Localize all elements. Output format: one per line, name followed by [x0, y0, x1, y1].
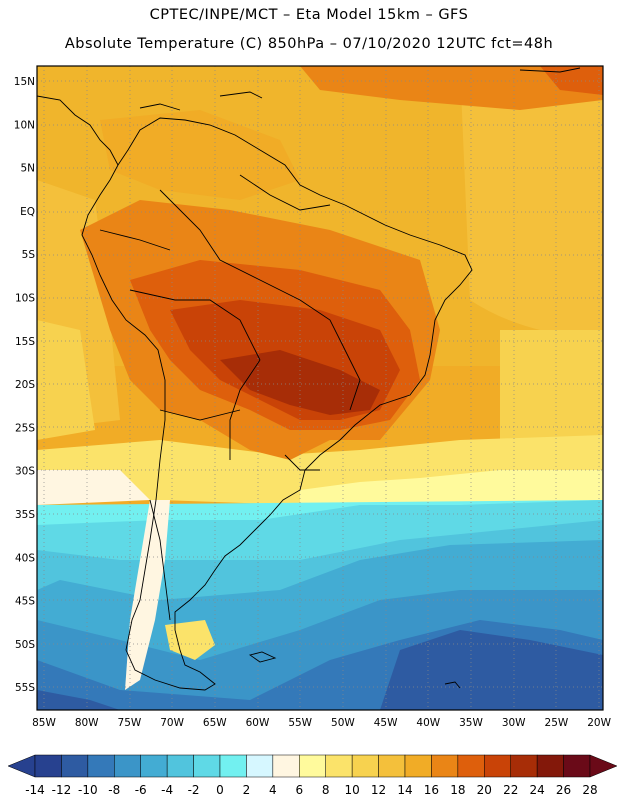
colorbar-label: -12 — [52, 783, 72, 797]
colorbar-swatch — [140, 754, 168, 778]
lat-label: EQ — [20, 206, 35, 218]
colorbar-label: -14 — [25, 783, 45, 797]
lon-label: 35W — [459, 717, 483, 729]
lon-label: 65W — [203, 717, 227, 729]
lon-label: 30W — [502, 717, 526, 729]
lat-label: 20S — [15, 379, 35, 391]
temperature-field — [37, 66, 603, 710]
lat-label: 5N — [20, 163, 35, 175]
colorbar-swatch — [299, 754, 326, 778]
map-frame — [36, 65, 604, 711]
colorbar-label: 20 — [477, 783, 492, 797]
lat-label: 50S — [15, 639, 35, 651]
lat-lon-grid — [37, 66, 603, 710]
colorbar-swatch — [166, 754, 194, 778]
colorbar-swatch — [510, 754, 538, 778]
colorbar-swatch — [351, 754, 379, 778]
colorbar-label: 14 — [397, 783, 412, 797]
lat-label: 35S — [15, 509, 35, 521]
colorbar-label: 2 — [243, 783, 251, 797]
colorbar-label: 22 — [503, 783, 518, 797]
colorbar-swatch — [246, 754, 274, 778]
colorbar-label: 0 — [216, 783, 224, 797]
colorbar — [7, 754, 618, 778]
colorbar-swatch — [219, 754, 247, 778]
lat-label: 15N — [14, 76, 35, 88]
lon-label: 40W — [416, 717, 440, 729]
colorbar-label: 24 — [530, 783, 545, 797]
colorbar-swatch — [193, 754, 221, 778]
colorbar-label: 8 — [322, 783, 330, 797]
colorbar-swatch — [325, 754, 353, 778]
colorbar-arrow-left — [7, 754, 36, 778]
colorbar-label: 28 — [582, 783, 597, 797]
colorbar-label: -4 — [161, 783, 173, 797]
lat-label: 5S — [22, 249, 36, 261]
lon-label: 75W — [118, 717, 142, 729]
colorbar-label: -6 — [135, 783, 147, 797]
lat-label: 15S — [15, 336, 35, 348]
lon-label: 70W — [160, 717, 184, 729]
colorbar-label: 10 — [345, 783, 360, 797]
coastlines — [37, 67, 581, 691]
colorbar-label: -10 — [78, 783, 98, 797]
lon-label: 50W — [331, 717, 355, 729]
lat-label: 10N — [14, 119, 35, 131]
colorbar-labels: -14 -12 -10 -8 -6 -4 -2 0 2 4 6 8 10 12 14 16 18 20 22 24 26… — [25, 783, 597, 797]
lat-label: 25S — [15, 422, 35, 434]
colorbar-swatch — [536, 754, 564, 778]
colorbar-label: 16 — [424, 783, 439, 797]
colorbar-label: 26 — [556, 783, 571, 797]
colorbar-label: 6 — [295, 783, 303, 797]
colorbar-swatch — [114, 754, 141, 778]
lon-label: 60W — [246, 717, 270, 729]
lon-label: 20W — [587, 717, 611, 729]
colorbar-label: 4 — [269, 783, 277, 797]
colorbar-arrow-right — [589, 754, 618, 778]
lon-label: 85W — [32, 717, 56, 729]
colorbar-label: -8 — [108, 783, 120, 797]
colorbar-swatch — [87, 754, 115, 778]
colorbar-swatch — [61, 754, 89, 778]
colorbar-swatch — [431, 754, 459, 778]
lat-label: 55S — [15, 682, 35, 694]
colorbar-swatch — [272, 754, 300, 778]
colorbar-label: -2 — [188, 783, 200, 797]
colorbar-swatch — [34, 754, 62, 778]
lon-label: 45W — [374, 717, 398, 729]
lon-label: 80W — [75, 717, 99, 729]
colorbar-swatch — [484, 754, 511, 778]
latitude-labels: 15N 10N 5N EQ 5S 10S 15S 20S 25S 30S 35S 40S 45S 50S 5… — [14, 76, 36, 694]
title-line-1: CPTEC/INPE/MCT – Eta Model 15km – GFS — [149, 7, 469, 23]
colorbar-label: 18 — [450, 783, 465, 797]
lat-label: 30S — [15, 466, 35, 478]
title-line-2: Absolute Temperature (C) 850hPa – 07/10/… — [64, 36, 554, 52]
colorbar-swatch — [457, 754, 485, 778]
lon-label: 25W — [545, 717, 569, 729]
colorbar-swatch — [378, 754, 406, 778]
colorbar-swatch — [404, 754, 432, 778]
longitude-labels: 85W 80W 75W 70W 65W 60W 55W 50W 45W 40W 35W 30W 25W 2… — [32, 717, 611, 729]
lat-label: 10S — [15, 293, 35, 305]
lon-label: 55W — [288, 717, 312, 729]
colorbar-label: 12 — [371, 783, 386, 797]
lat-label: 40S — [15, 552, 35, 564]
lat-label: 45S — [15, 596, 35, 608]
colorbar-swatch — [563, 754, 591, 778]
